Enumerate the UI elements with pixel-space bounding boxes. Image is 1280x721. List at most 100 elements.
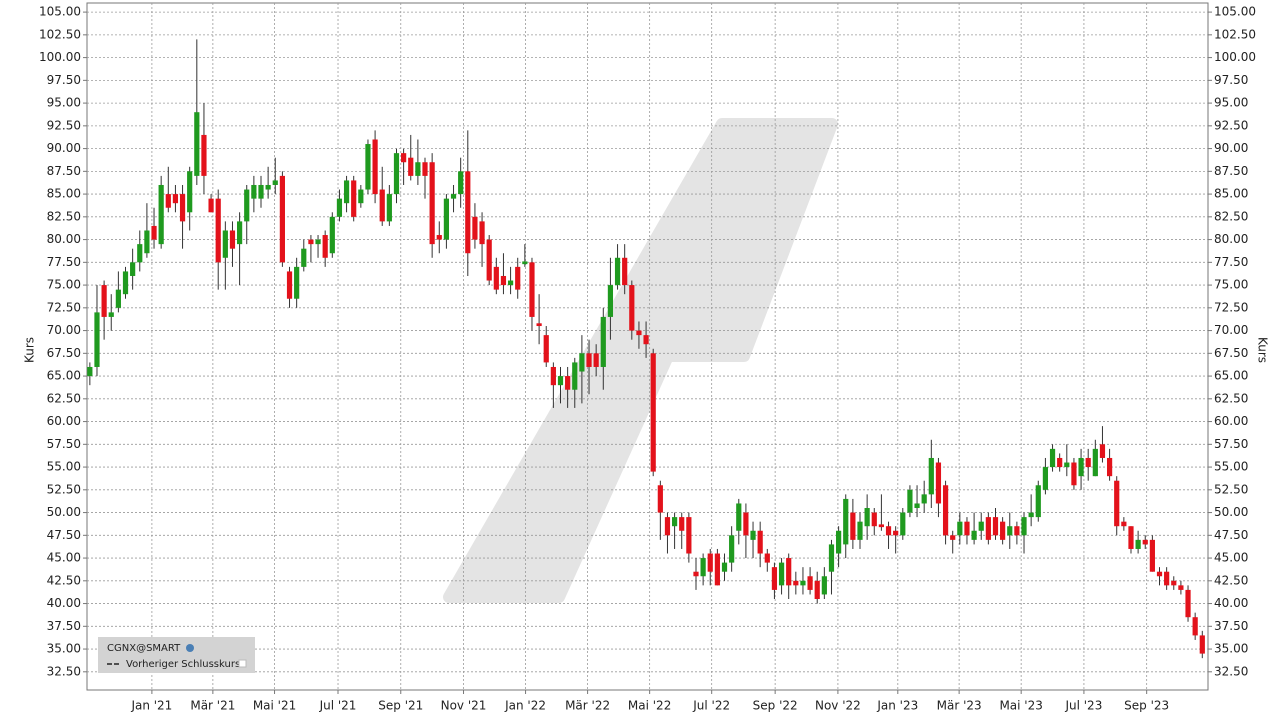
y-tick-label: 42.50 xyxy=(47,573,81,587)
candle-body xyxy=(550,366,556,386)
candle-body xyxy=(714,553,720,586)
y-tick-label: 75.00 xyxy=(47,278,81,292)
candle-body xyxy=(800,580,806,586)
candle-body xyxy=(365,144,371,190)
candle-body xyxy=(1156,571,1163,577)
candle-body xyxy=(629,285,635,331)
candle-body xyxy=(515,266,521,290)
candle-body xyxy=(900,512,906,536)
x-tick-label: Mai '23 xyxy=(999,699,1042,713)
candle-body xyxy=(871,512,877,527)
candle-body xyxy=(1106,457,1113,477)
candles xyxy=(87,39,1205,659)
y-tick-label: 70.00 xyxy=(47,323,81,337)
candle-body xyxy=(850,512,856,540)
candle-body xyxy=(450,194,457,199)
y2-tick-label: 42.50 xyxy=(1214,573,1248,587)
candle-body xyxy=(486,239,492,281)
candle-body xyxy=(636,330,642,336)
candle-body xyxy=(1114,480,1120,527)
y2-tick-label: 77.50 xyxy=(1214,255,1248,269)
candle-body xyxy=(543,335,549,363)
y2-tick-label: 50.00 xyxy=(1214,505,1248,519)
candle-body xyxy=(1142,539,1148,545)
candle-body xyxy=(379,189,385,222)
x-tick-label: Mai '22 xyxy=(628,699,671,713)
candle-body xyxy=(229,230,236,249)
candle-body xyxy=(151,225,157,240)
y2-tick-label: 47.50 xyxy=(1214,528,1248,542)
candle-body xyxy=(664,517,671,536)
legend-checkbox[interactable] xyxy=(238,659,247,668)
candle-body xyxy=(258,184,264,199)
candle-body xyxy=(251,184,257,199)
candle-body xyxy=(158,184,164,245)
candle-body xyxy=(1057,457,1063,468)
y2-tick-label: 90.00 xyxy=(1214,141,1248,155)
candle-body xyxy=(1042,467,1049,490)
candle-body xyxy=(836,530,842,554)
candle-body xyxy=(1064,462,1070,468)
x-tick-label: Jul '22 xyxy=(692,699,730,713)
candle-body xyxy=(807,576,813,590)
candle-body xyxy=(87,366,93,377)
x-tick-label: Mär '23 xyxy=(937,699,982,713)
x-tick-label: Jul '21 xyxy=(319,699,357,713)
candle-body xyxy=(565,376,571,390)
candle-body xyxy=(101,285,107,317)
x-tick-label: Sep '23 xyxy=(1124,699,1169,713)
y2-tick-label: 62.50 xyxy=(1214,391,1248,405)
y-tick-label: 50.00 xyxy=(47,505,81,519)
candle-body xyxy=(1035,485,1041,518)
candle-body xyxy=(1021,517,1027,536)
y2-tick-label: 100.00 xyxy=(1214,50,1256,64)
candle-body xyxy=(893,530,899,536)
y-tick-label: 57.50 xyxy=(47,437,81,451)
y2-tick-label: 67.50 xyxy=(1214,346,1248,360)
candle-body xyxy=(857,521,863,540)
y-tick-label: 87.50 xyxy=(47,164,81,178)
y2-tick-label: 92.50 xyxy=(1214,118,1248,132)
y-tick-label: 105.00 xyxy=(39,5,81,19)
candle-body xyxy=(1185,589,1191,618)
candle-body xyxy=(1028,512,1034,518)
candle-body xyxy=(194,112,200,176)
legend-box xyxy=(98,637,255,673)
candle-body xyxy=(700,558,706,577)
candle-body xyxy=(386,194,392,222)
x-tick-label: Jan '21 xyxy=(130,699,172,713)
y-tick-label: 80.00 xyxy=(47,232,81,246)
y-tick-label: 72.50 xyxy=(47,300,81,314)
candle-body xyxy=(1192,617,1198,636)
candle-body xyxy=(1014,526,1020,536)
candle-body xyxy=(343,180,350,204)
candle-body xyxy=(557,376,564,386)
candle-body xyxy=(179,194,186,222)
candle-body xyxy=(272,180,278,185)
x-tick-label: Sep '22 xyxy=(753,699,798,713)
y-tick-label: 47.50 xyxy=(47,528,81,542)
x-tick-label: Jan '22 xyxy=(504,699,546,713)
y-tick-label: 85.00 xyxy=(47,187,81,201)
y-tick-label: 92.50 xyxy=(47,118,81,132)
y2-tick-label: 105.00 xyxy=(1214,5,1256,19)
candle-body xyxy=(472,216,478,240)
y-tick-label: 100.00 xyxy=(39,50,81,64)
candle-body xyxy=(978,521,984,531)
candle-body xyxy=(286,271,293,299)
candle-body xyxy=(372,139,378,195)
legend-entry: CGNX@SMART xyxy=(107,643,181,654)
y2-tick-label: 70.00 xyxy=(1214,323,1248,337)
candle-body xyxy=(1171,580,1177,586)
candle-body xyxy=(1000,521,1006,540)
candle-body xyxy=(301,248,307,267)
candle-body xyxy=(793,580,799,586)
legend-entry: Vorheriger Schlusskurs xyxy=(126,659,240,670)
y-tick-label: 55.00 xyxy=(47,460,81,474)
y2-tick-label: 80.00 xyxy=(1214,232,1248,246)
candle-body xyxy=(614,257,621,286)
candle-body xyxy=(921,494,927,504)
candle-body xyxy=(671,517,678,527)
candle-body xyxy=(1049,448,1056,468)
